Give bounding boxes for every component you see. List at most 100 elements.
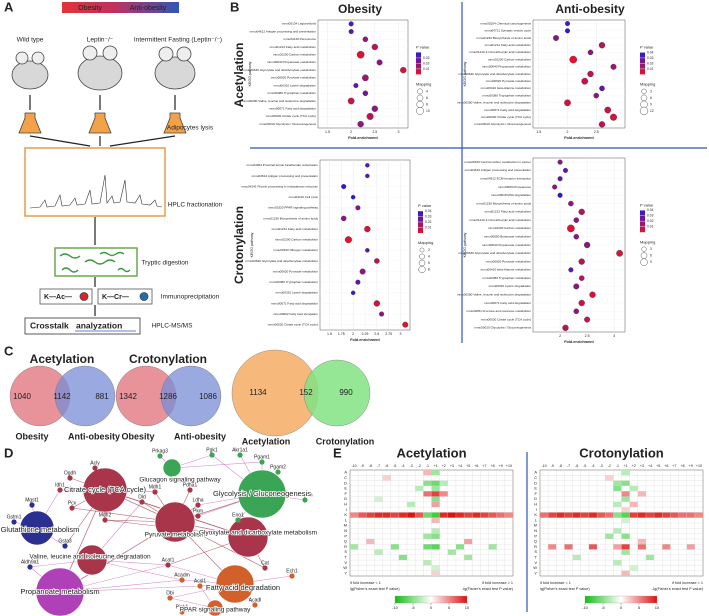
pathway-label: mmu00630 Glyoxylate and dicarboxylate me… [458, 72, 531, 76]
gene-node [27, 564, 33, 570]
enrichment-dot [340, 215, 347, 222]
pathway-label: Propanoate metabolism [20, 587, 99, 596]
gene-node [67, 475, 73, 481]
enrichment-dot [366, 112, 374, 120]
enrichment-dot [365, 163, 370, 168]
gene-label: Mdh1 [149, 484, 162, 490]
pathway-label: mmu04612 Antigen processing and presenta… [250, 29, 317, 33]
legend-text: lg(Fisher's exact test P value) [350, 587, 400, 591]
row-label: P [534, 533, 537, 538]
colorbar-tick-label: 0.02 [647, 61, 654, 65]
pathway-label: mmu00410 beta-Alanine metabolism [481, 268, 532, 272]
row-label: D [344, 480, 347, 485]
heatmap-cell [439, 512, 448, 518]
heatmap-cell [480, 512, 489, 518]
enrichment-dot [362, 74, 369, 82]
pathway-node [35, 567, 85, 616]
column-label: -7 [567, 464, 570, 468]
enrichment-dot [557, 176, 563, 182]
heatmap-cell [423, 544, 432, 550]
pathway-node [76, 544, 108, 576]
column-title: Obesity [338, 2, 382, 16]
enrichment-dot [569, 55, 578, 64]
row-label: M [344, 523, 347, 528]
panel-a-art [11, 2, 196, 335]
venn-count: 1342 [119, 392, 137, 401]
heatmap-cell [423, 480, 432, 486]
column-label: +8 [681, 464, 685, 468]
heatmap-colorbar [584, 595, 658, 604]
row-title: Acetylation [232, 43, 246, 108]
legend-title: Mapping [640, 239, 655, 244]
pathway-label: mmu00310 Lysine degradation [276, 291, 319, 295]
heatmap-cell [637, 491, 646, 497]
pathway-label: mmu00280 Valine, leucine and isoleucine … [457, 101, 531, 105]
step-label: HPLC fractionation [168, 202, 223, 209]
gene-label: Akr1a1 [232, 447, 248, 453]
heatmap-cell [621, 470, 630, 476]
gene-node [179, 609, 185, 615]
gene-label: Dbi [166, 590, 174, 596]
heatmap-cell [374, 512, 383, 518]
legend-title: Mapping [640, 81, 655, 86]
enrichment-dot [573, 233, 580, 240]
pathway-node [82, 467, 128, 513]
pathway-label: mmu00062 Fatty acid elongation [273, 312, 318, 316]
legend-title: Mapping [416, 81, 431, 86]
heatmap-cell [686, 544, 695, 550]
enrichment-dot [593, 92, 600, 99]
x-tick-label: 1.5 [536, 130, 541, 134]
column-label: -5 [583, 464, 586, 468]
x-tick-label: 3 [398, 130, 400, 134]
heatmap-cell [350, 512, 359, 518]
column-label: -9 [551, 464, 554, 468]
column-label: +8 [491, 464, 495, 468]
size-legend-dot [419, 253, 425, 260]
enrichment-dot [350, 194, 356, 200]
legend-text: if fold increase > 1 [482, 581, 513, 585]
size-legend-dot [417, 88, 423, 95]
heatmap-cell [407, 501, 416, 508]
heatmap-cell [678, 512, 687, 518]
heatmap-cell [382, 475, 391, 481]
column-label: -4 [591, 464, 594, 468]
heatmap-cell [621, 549, 630, 555]
venn-set-label: Obesity [121, 431, 154, 441]
x-tick-label: 2 [350, 130, 352, 134]
pathway-label: mmu00010 Glycolysis / Gluconeogenesis [474, 122, 531, 126]
column-label: -8 [559, 464, 562, 468]
column-label: -6 [385, 464, 388, 468]
ip-label: K—Ac— [44, 294, 72, 301]
heatmap-title: Crotonylation [579, 445, 664, 460]
column-label: -2 [418, 464, 421, 468]
size-legend-label: 4 [428, 254, 430, 258]
pathway-label: Glutathione metabolism [1, 525, 80, 534]
pathway-label: mmu05204 Chemical carcinogenesis [480, 21, 531, 25]
gene-node [195, 502, 201, 508]
heatmap-cell [597, 512, 606, 518]
size-legend-label: 9 [650, 102, 652, 106]
column-label: -5 [393, 464, 396, 468]
venn-set-label: Anti-obesity [174, 431, 226, 441]
pathway-label: mmu04612 Antigen processing and presenta… [252, 174, 319, 178]
heatmap-cell [423, 470, 432, 476]
venn-set-label: Acetylation [242, 436, 291, 446]
colorbar-tick-label: 5 [448, 605, 451, 610]
colorbar-tick-label: 0.02 [423, 61, 430, 65]
heatmap-cell [629, 501, 638, 508]
heatmap-cell [431, 528, 440, 534]
enrichment-dot [341, 184, 347, 190]
gene-label: Prkag3 [152, 448, 168, 454]
enrichment-dot [616, 249, 623, 257]
size-legend-dot [640, 252, 648, 259]
heatmap-cell [366, 512, 375, 518]
pathway-label: mmu03320 PPAR signaling pathway [268, 206, 318, 210]
gene-label: Pgam2 [270, 464, 286, 470]
heatmap-cell [447, 549, 456, 555]
enrichment-dot [552, 184, 558, 190]
pathway-label: mmu00380 Tryptophan metabolism [483, 276, 532, 280]
heatmap-cell [613, 485, 622, 492]
heatmap-cell [613, 501, 622, 508]
pathway-label: Citrate cycle (TCA cycle) [64, 485, 147, 494]
pathway-label: mmu01200 Carbon metabolism [488, 226, 532, 230]
